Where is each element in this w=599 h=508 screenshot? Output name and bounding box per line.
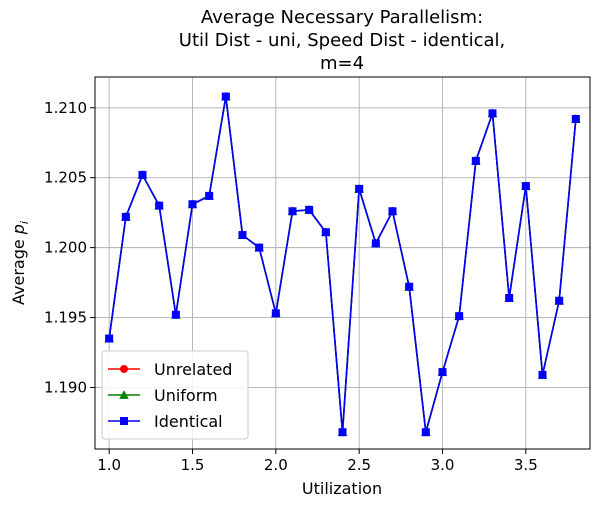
data-point-identical [488, 109, 497, 118]
x-axis: 1.0 1.5 2.0 2.5 3.0 3.5 [97, 449, 538, 474]
legend-marker-square [120, 417, 128, 425]
x-tick-label: 3.5 [514, 456, 538, 474]
data-point-identical [421, 428, 430, 437]
data-point-identical [305, 205, 314, 214]
data-point-identical [555, 296, 564, 305]
y-tick-label: 1.195 [44, 309, 87, 327]
series-identical [105, 92, 580, 437]
legend-label: Identical [154, 412, 223, 431]
chart-title: Average Necessary Parallelism: Util Dist… [179, 7, 505, 74]
data-point-identical [388, 207, 397, 216]
x-axis-label: Utilization [302, 479, 382, 498]
data-point-identical [538, 370, 547, 379]
legend-item-identical: Identical [108, 412, 223, 431]
data-point-identical [205, 191, 214, 200]
data-point-identical [255, 243, 264, 252]
y-tick-label: 1.190 [44, 378, 87, 396]
x-tick-label: 2.0 [264, 456, 288, 474]
series-layer [104, 91, 581, 437]
data-point-identical [238, 231, 247, 240]
x-tick-label: 1.5 [181, 456, 205, 474]
y-tick-label: 1.200 [44, 239, 87, 257]
y-axis: 1.190 1.195 1.200 1.205 1.210 [44, 99, 95, 396]
legend: Unrelated Uniform Identical [101, 350, 249, 440]
y-axis-label-symbol: p [9, 224, 28, 235]
legend-marker-circle [120, 365, 128, 373]
legend-marker-triangle [119, 390, 129, 399]
legend-item-uniform: Uniform [108, 386, 218, 405]
data-point-identical [471, 156, 480, 165]
chart-title-line-3: m=4 [320, 53, 364, 74]
data-point-identical [288, 207, 297, 216]
data-point-identical [505, 293, 514, 302]
x-tick-label: 3.0 [431, 456, 455, 474]
legend-box [101, 350, 249, 440]
x-tick-label: 1.0 [97, 456, 121, 474]
y-axis-label: Average pi [9, 221, 31, 305]
data-point-identical [221, 92, 230, 101]
data-point-identical [321, 228, 330, 237]
chart-title-line-1: Average Necessary Parallelism: [201, 7, 483, 28]
data-point-identical [271, 309, 280, 318]
data-point-identical [371, 239, 380, 248]
data-point-identical [171, 310, 180, 319]
legend-label: Unrelated [154, 360, 232, 379]
data-point-identical [188, 200, 197, 209]
y-axis-label-main: Average [9, 234, 28, 305]
data-point-identical [121, 212, 130, 221]
y-tick-label: 1.210 [44, 99, 87, 117]
data-point-identical [155, 201, 164, 210]
data-point-identical [138, 170, 147, 179]
data-point-identical [438, 368, 447, 377]
data-point-identical [338, 428, 347, 437]
data-point-identical [355, 184, 364, 193]
data-point-identical [405, 282, 414, 291]
y-tick-label: 1.205 [44, 169, 87, 187]
plot-frame [94, 76, 591, 450]
y-axis-label-subscript: i [18, 221, 31, 224]
data-point-identical [105, 334, 114, 343]
legend-label: Uniform [154, 386, 218, 405]
legend-item-unrelated: Unrelated [108, 360, 232, 379]
chart-title-line-2: Util Dist - uni, Speed Dist - identical, [179, 30, 505, 51]
data-point-identical [571, 114, 580, 123]
data-point-identical [455, 312, 464, 321]
data-point-identical [521, 182, 530, 191]
x-tick-label: 2.5 [347, 456, 371, 474]
